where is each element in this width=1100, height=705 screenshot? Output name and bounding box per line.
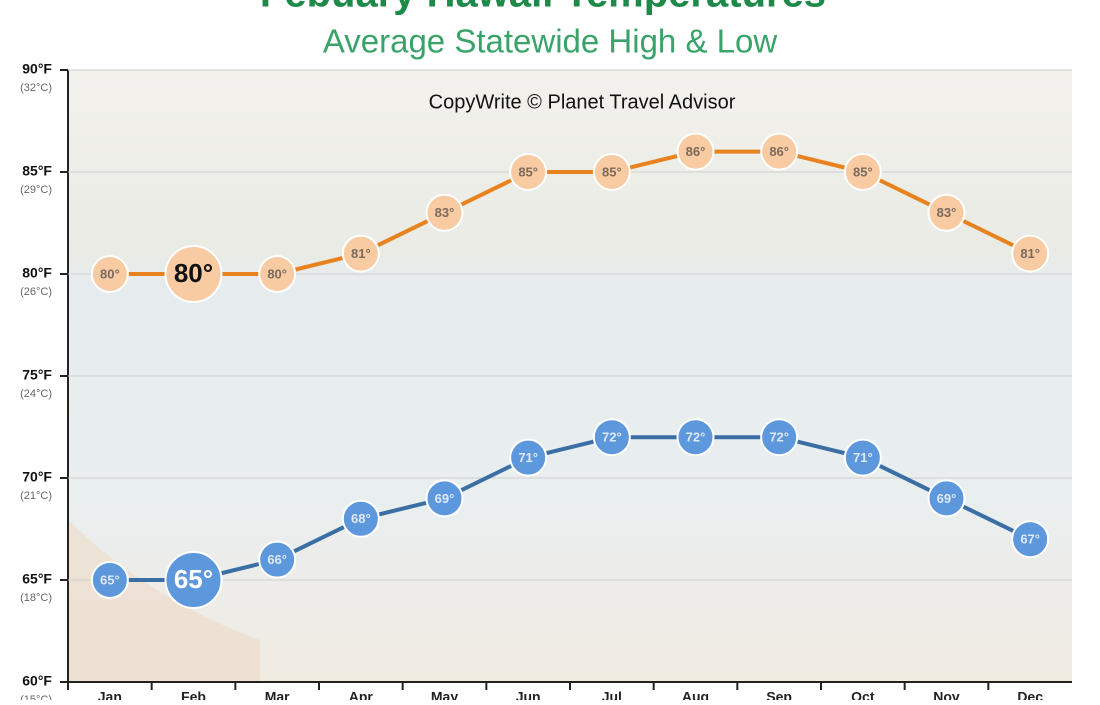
data-point <box>341 499 380 538</box>
data-point <box>164 245 223 303</box>
data-label: 85° <box>518 164 538 179</box>
y-tick-sublabel: (26°C) <box>20 286 52 298</box>
data-point <box>1011 234 1050 273</box>
data-point <box>927 193 966 232</box>
x-tick-label: Mar <box>265 689 290 700</box>
x-tick-label: Jul <box>602 689 622 700</box>
data-label: 65° <box>100 572 120 587</box>
data-point <box>843 153 882 191</box>
data-label: 71° <box>518 450 538 465</box>
data-label: 85° <box>853 164 873 179</box>
x-tick-label: Oct <box>851 689 875 700</box>
data-label: 69° <box>435 491 455 506</box>
y-tick-label: 90°F <box>22 61 52 77</box>
data-point <box>425 193 464 232</box>
x-tick-label: Jan <box>98 689 122 700</box>
data-label: 81° <box>1020 246 1040 261</box>
data-label: 83° <box>937 205 957 220</box>
data-label: 80° <box>100 266 120 281</box>
data-point <box>592 418 631 457</box>
data-point <box>676 132 715 171</box>
data-point <box>164 551 223 609</box>
y-tick-label: 65°F <box>22 571 52 587</box>
y-tick-sublabel: (15°C) <box>20 694 52 700</box>
data-point <box>592 153 631 191</box>
data-label: 67° <box>1020 532 1040 547</box>
data-point <box>1011 520 1050 559</box>
data-point <box>425 479 464 518</box>
data-label: 69° <box>937 491 957 506</box>
data-point <box>90 255 129 293</box>
data-point <box>509 153 548 191</box>
data-point <box>760 418 799 457</box>
data-label: 86° <box>686 144 706 159</box>
data-point <box>843 438 882 477</box>
y-tick-label: 75°F <box>22 367 52 383</box>
x-tick-label: Aug <box>682 689 709 700</box>
data-label: 86° <box>769 144 789 159</box>
x-tick-label: Apr <box>349 689 374 700</box>
y-tick-sublabel: (21°C) <box>20 490 52 502</box>
data-point <box>927 479 966 518</box>
x-tick-label: Dec <box>1017 689 1043 700</box>
y-tick-sublabel: (32°C) <box>20 82 52 94</box>
x-tick-label: Feb <box>181 689 206 700</box>
y-tick-sublabel: (29°C) <box>20 184 52 196</box>
x-tick-label: Sep <box>766 689 792 700</box>
x-tick-label: May <box>431 689 458 700</box>
data-point <box>509 438 548 477</box>
watermark: CopyWrite © Planet Travel Advisor <box>429 91 736 113</box>
data-point <box>676 418 715 457</box>
data-label: 72° <box>686 430 706 445</box>
y-tick-label: 85°F <box>22 163 52 179</box>
sand-shape <box>68 520 260 682</box>
data-point <box>90 561 129 599</box>
y-tick-sublabel: (18°C) <box>20 592 52 604</box>
data-point <box>258 540 297 579</box>
y-tick-label: 70°F <box>22 469 52 485</box>
x-tick-label: Nov <box>933 689 960 700</box>
chart-title: Febuary Hawaii Temperatures <box>260 0 826 16</box>
y-tick-label: 60°F <box>22 673 52 689</box>
data-label: 80° <box>267 266 287 281</box>
data-label: 80° <box>174 258 213 288</box>
data-label: 81° <box>351 246 371 261</box>
chart-subtitle: Average Statewide High & Low <box>323 23 777 60</box>
data-label: 66° <box>267 552 287 567</box>
data-point <box>258 255 297 293</box>
data-label: 83° <box>435 205 455 220</box>
data-label: 65° <box>174 564 213 594</box>
y-tick-label: 80°F <box>22 265 52 281</box>
data-label: 85° <box>602 164 622 179</box>
data-label: 72° <box>602 430 622 445</box>
data-label: 71° <box>853 450 873 465</box>
x-tick-label: Jun <box>516 689 541 700</box>
data-label: 72° <box>769 430 789 445</box>
y-tick-sublabel: (24°C) <box>20 388 52 400</box>
data-point <box>341 234 380 273</box>
data-point <box>760 132 799 171</box>
data-label: 68° <box>351 511 371 526</box>
